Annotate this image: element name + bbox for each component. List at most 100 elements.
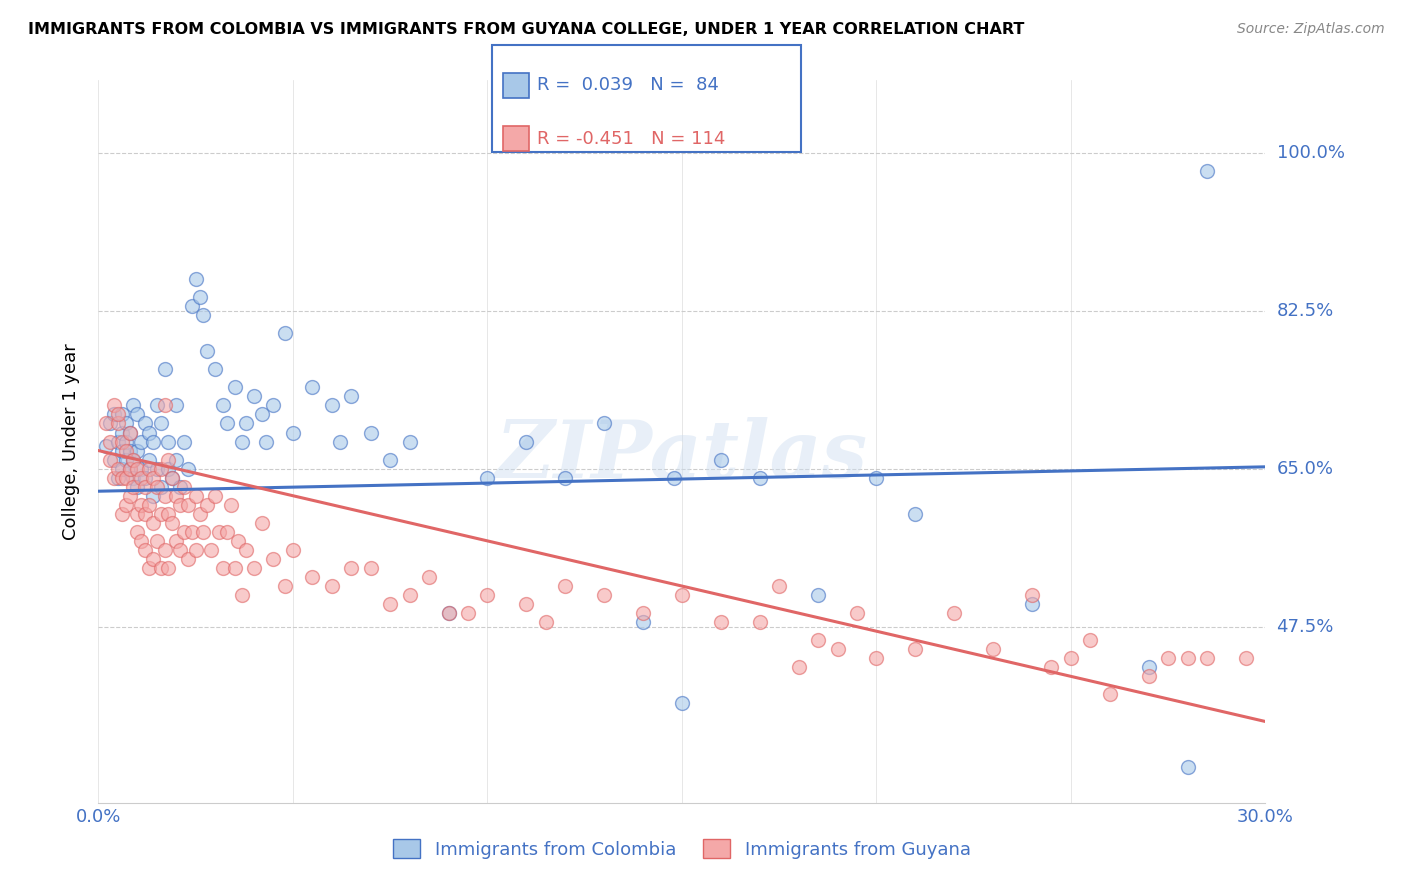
Point bbox=[134, 480, 156, 494]
Point bbox=[122, 398, 145, 412]
Legend: Immigrants from Colombia, Immigrants from Guyana: Immigrants from Colombia, Immigrants fro… bbox=[385, 832, 979, 866]
Point bbox=[768, 579, 790, 593]
Point bbox=[153, 398, 176, 412]
Point bbox=[122, 452, 145, 467]
Point bbox=[180, 524, 202, 539]
Y-axis label: College, Under 1 year: College, Under 1 year bbox=[62, 343, 80, 540]
Point bbox=[437, 606, 460, 620]
Point bbox=[477, 588, 499, 602]
Point bbox=[904, 642, 927, 657]
Point bbox=[193, 524, 215, 539]
Point bbox=[515, 597, 537, 611]
Point bbox=[114, 443, 136, 458]
Point bbox=[224, 561, 246, 575]
Point bbox=[165, 533, 187, 548]
Point bbox=[169, 480, 191, 494]
Point bbox=[129, 471, 152, 485]
Point bbox=[262, 552, 284, 566]
Point bbox=[943, 606, 966, 620]
Point bbox=[254, 434, 277, 449]
Point bbox=[127, 480, 149, 494]
Point bbox=[98, 434, 121, 449]
Point bbox=[231, 434, 253, 449]
Point bbox=[103, 471, 125, 485]
Point bbox=[981, 642, 1004, 657]
Point bbox=[204, 362, 226, 376]
Point bbox=[165, 489, 187, 503]
Point bbox=[748, 471, 770, 485]
Point bbox=[177, 552, 200, 566]
Point bbox=[98, 417, 121, 431]
Point bbox=[219, 498, 242, 512]
Text: ZIPatlas: ZIPatlas bbox=[496, 417, 868, 495]
Point bbox=[748, 615, 770, 630]
Point bbox=[127, 443, 149, 458]
Point bbox=[103, 452, 125, 467]
Point bbox=[118, 425, 141, 440]
Text: IMMIGRANTS FROM COLOMBIA VS IMMIGRANTS FROM GUYANA COLLEGE, UNDER 1 YEAR CORRELA: IMMIGRANTS FROM COLOMBIA VS IMMIGRANTS F… bbox=[28, 22, 1025, 37]
Point bbox=[149, 507, 172, 521]
Point bbox=[134, 542, 156, 557]
Point bbox=[231, 588, 253, 602]
Point bbox=[122, 471, 145, 485]
Point bbox=[142, 516, 165, 530]
Point bbox=[1021, 588, 1043, 602]
Point bbox=[274, 579, 297, 593]
Point bbox=[157, 434, 180, 449]
Point bbox=[134, 507, 156, 521]
Point bbox=[114, 452, 136, 467]
Point bbox=[301, 380, 323, 394]
Point bbox=[153, 489, 176, 503]
Point bbox=[122, 452, 145, 467]
Point bbox=[149, 461, 172, 475]
Point bbox=[631, 615, 654, 630]
Point bbox=[162, 516, 184, 530]
Point bbox=[457, 606, 479, 620]
Point bbox=[177, 461, 200, 475]
Point bbox=[1234, 651, 1257, 665]
Point bbox=[1060, 651, 1083, 665]
Point bbox=[340, 389, 363, 403]
Point bbox=[157, 507, 180, 521]
Point bbox=[1040, 660, 1063, 674]
Point bbox=[243, 561, 266, 575]
Point bbox=[1080, 633, 1102, 648]
Point bbox=[103, 408, 125, 422]
Point bbox=[554, 579, 576, 593]
Point bbox=[149, 480, 172, 494]
Point bbox=[111, 443, 134, 458]
Point bbox=[180, 299, 202, 313]
Point bbox=[107, 461, 129, 475]
Point bbox=[129, 461, 152, 475]
Point bbox=[134, 471, 156, 485]
Point bbox=[169, 498, 191, 512]
Point bbox=[1021, 597, 1043, 611]
Point bbox=[671, 588, 693, 602]
Point bbox=[107, 408, 129, 422]
Text: 82.5%: 82.5% bbox=[1277, 301, 1334, 319]
Point bbox=[111, 461, 134, 475]
Point bbox=[142, 489, 165, 503]
Point bbox=[380, 452, 402, 467]
Text: R = -0.451   N = 114: R = -0.451 N = 114 bbox=[537, 130, 725, 148]
Point bbox=[1195, 163, 1218, 178]
Point bbox=[321, 398, 343, 412]
Point bbox=[215, 524, 238, 539]
Point bbox=[807, 633, 830, 648]
Point bbox=[103, 398, 125, 412]
Point bbox=[329, 434, 352, 449]
Point bbox=[846, 606, 869, 620]
Point bbox=[477, 471, 499, 485]
Point bbox=[127, 507, 149, 521]
Point bbox=[281, 425, 304, 440]
Point bbox=[188, 290, 211, 304]
Point bbox=[96, 439, 118, 453]
Point bbox=[111, 408, 134, 422]
Point bbox=[122, 480, 145, 494]
Point bbox=[1177, 651, 1199, 665]
Point bbox=[146, 480, 169, 494]
Point bbox=[215, 417, 238, 431]
Point bbox=[129, 533, 152, 548]
Point bbox=[360, 425, 382, 440]
Point bbox=[631, 606, 654, 620]
